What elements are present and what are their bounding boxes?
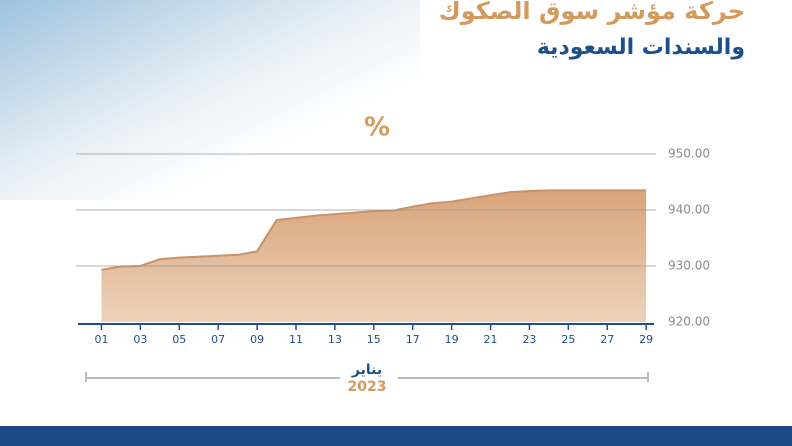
x-tick-label: 25: [561, 333, 575, 346]
x-tick-label: 01: [94, 333, 108, 346]
y-tick-label: 950.00: [668, 147, 710, 161]
footer-bar: [0, 426, 792, 446]
x-tick-label: 11: [289, 333, 303, 346]
background-photo: [0, 0, 420, 200]
area-fill: [101, 190, 647, 322]
x-tick-label: 21: [484, 333, 498, 346]
x-tick-label: 19: [445, 333, 459, 346]
x-tick-label: 05: [172, 333, 186, 346]
y-tick-label: 940.00: [668, 203, 710, 217]
y-tick-label: 920.00: [668, 315, 710, 329]
x-axis-label: يناير: [351, 362, 382, 378]
x-tick-label: 17: [406, 333, 420, 346]
x-tick-label: 13: [328, 333, 342, 346]
chart-subtitle: والسندات السعودية: [537, 35, 745, 60]
x-tick-label: 07: [211, 333, 225, 346]
x-tick-label: 29: [639, 333, 653, 346]
x-tick-label: 27: [600, 333, 614, 346]
x-tick-label: 23: [522, 333, 536, 346]
y-tick-label: 930.00: [668, 259, 710, 273]
x-tick-label: 15: [367, 333, 381, 346]
x-tick-label: 09: [250, 333, 264, 346]
area-line: [101, 189, 647, 271]
chart-title: حركة مؤشر سوق الصكوك: [439, 0, 745, 25]
y-axis-label: %: [364, 113, 390, 143]
x-axis-year: 2023: [348, 379, 387, 395]
x-tick-label: 03: [133, 333, 147, 346]
